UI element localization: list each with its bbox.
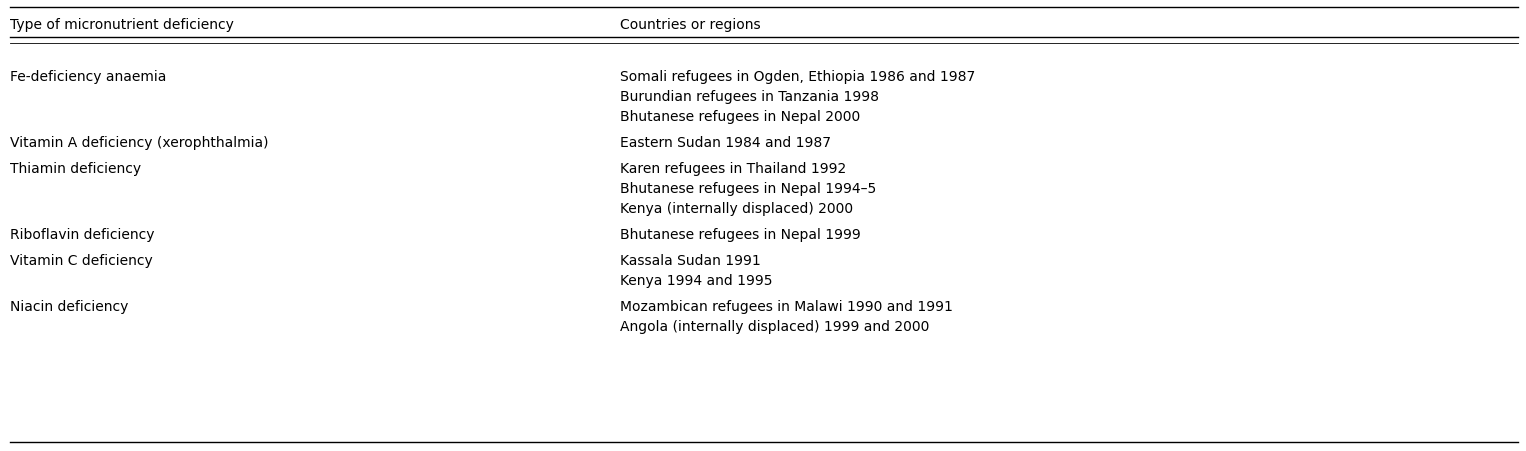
Text: Bhutanese refugees in Nepal 2000: Bhutanese refugees in Nepal 2000: [620, 110, 861, 124]
Text: Somali refugees in Ogden, Ethiopia 1986 and 1987: Somali refugees in Ogden, Ethiopia 1986 …: [620, 70, 975, 84]
Text: Fe-deficiency anaemia: Fe-deficiency anaemia: [11, 70, 166, 84]
Text: Riboflavin deficiency: Riboflavin deficiency: [11, 227, 154, 241]
Text: Burundian refugees in Tanzania 1998: Burundian refugees in Tanzania 1998: [620, 90, 879, 104]
Text: Angola (internally displaced) 1999 and 2000: Angola (internally displaced) 1999 and 2…: [620, 319, 929, 333]
Text: Eastern Sudan 1984 and 1987: Eastern Sudan 1984 and 1987: [620, 136, 832, 150]
Text: Vitamin C deficiency: Vitamin C deficiency: [11, 253, 153, 267]
Text: Thiamin deficiency: Thiamin deficiency: [11, 161, 140, 175]
Text: Niacin deficiency: Niacin deficiency: [11, 299, 128, 313]
Text: Kenya 1994 and 1995: Kenya 1994 and 1995: [620, 273, 772, 287]
Text: Bhutanese refugees in Nepal 1994–5: Bhutanese refugees in Nepal 1994–5: [620, 182, 876, 196]
Text: Mozambican refugees in Malawi 1990 and 1991: Mozambican refugees in Malawi 1990 and 1…: [620, 299, 952, 313]
Text: Countries or regions: Countries or regions: [620, 18, 760, 32]
Text: Vitamin A deficiency (xerophthalmia): Vitamin A deficiency (xerophthalmia): [11, 136, 269, 150]
Text: Karen refugees in Thailand 1992: Karen refugees in Thailand 1992: [620, 161, 847, 175]
Text: Bhutanese refugees in Nepal 1999: Bhutanese refugees in Nepal 1999: [620, 227, 861, 241]
Text: Kassala Sudan 1991: Kassala Sudan 1991: [620, 253, 761, 267]
Text: Type of micronutrient deficiency: Type of micronutrient deficiency: [11, 18, 233, 32]
Text: Kenya (internally displaced) 2000: Kenya (internally displaced) 2000: [620, 202, 853, 216]
